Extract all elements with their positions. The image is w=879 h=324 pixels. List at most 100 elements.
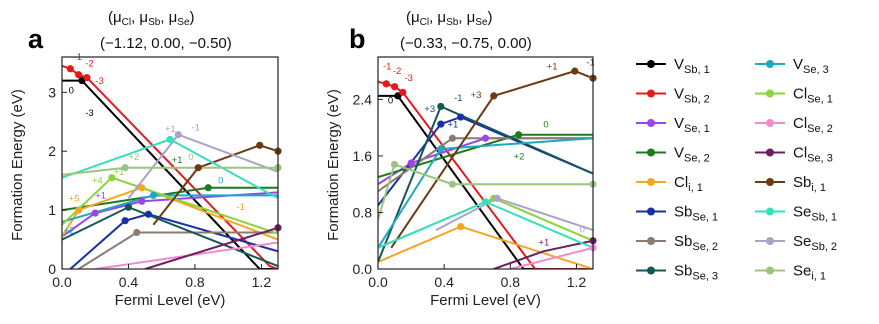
y-tick-label: 3 xyxy=(48,84,56,100)
transition-point-Se_Sb,1 xyxy=(481,198,490,206)
transition-point-Se_i,1 xyxy=(448,180,457,188)
charge-label: -3 xyxy=(85,108,93,119)
legend-label: ClSe, 3 xyxy=(793,145,833,165)
series-line-Cl_Se,3 xyxy=(144,226,278,269)
x-tick-label: 0.0 xyxy=(368,274,388,290)
legend-label: SeSb, 2 xyxy=(793,233,837,253)
transition-point-Sb_Se,1 xyxy=(457,113,465,121)
legend-item: SbSe, 2 xyxy=(636,233,718,253)
y-tick-label: 1.6 xyxy=(353,148,373,164)
series-line-Cl_Se,1 xyxy=(378,197,593,249)
transition-point-V_Se,1 xyxy=(407,159,415,167)
plot-panel-a: -1-2-30-3+5 +1+4+1+2+2+1 -100-1+10.0 0.4 0.8… xyxy=(9,52,282,309)
legend-marker xyxy=(647,178,655,186)
legend-item: Sbi, 1 xyxy=(755,174,826,194)
transition-point-Se_Sb,2 xyxy=(493,194,501,202)
charge-label: -1 xyxy=(586,57,594,68)
legend-marker xyxy=(647,237,655,245)
panel-a-header-labels: (μCl, μSb, μSe) xyxy=(108,9,195,28)
transition-point-Sb_Se,1 xyxy=(437,120,445,128)
y-axis-title: Formation Energy (eV) xyxy=(9,89,26,241)
legend-marker xyxy=(766,89,774,98)
charge-label: +5 xyxy=(69,193,80,204)
series-line-V_Sb,1 xyxy=(62,79,278,269)
charge-label: +2 xyxy=(128,152,139,163)
transition-point-Se_i,1 xyxy=(390,160,399,169)
panel-letter-b: b xyxy=(349,24,366,54)
transition-point-Sb_i,1 xyxy=(490,92,498,100)
legend-label: VSb, 2 xyxy=(674,86,710,106)
transition-point-Se_Sb,2 xyxy=(174,131,182,139)
transition-point-Sb_Se,3 xyxy=(124,203,133,211)
transition-point-Se_Sb,1 xyxy=(166,135,174,144)
charge-label: -2 xyxy=(393,66,401,77)
x-tick-label: 0.4 xyxy=(434,274,454,290)
legend-label: Sei, 1 xyxy=(793,263,826,283)
series-line-V_Se,1 xyxy=(62,191,278,238)
panel-a-header: (μCl, μSb, μSe) (−1.12, 0.00, −0.50) xyxy=(100,9,232,52)
legend-item: VSe, 2 xyxy=(636,145,710,165)
charge-label: +4 xyxy=(92,176,103,187)
y-tick-label: 0.8 xyxy=(353,204,373,220)
panel-letter-a: a xyxy=(28,24,44,54)
legend-marker xyxy=(647,119,655,127)
transition-point-V_Se,1 xyxy=(138,197,146,205)
transition-point-Sb_Se,1 xyxy=(121,217,129,225)
charge-label: 0 xyxy=(388,96,393,107)
x-tick-label: 1.2 xyxy=(567,274,587,290)
legend-item: VSe, 1 xyxy=(636,115,710,135)
transition-point-Cl_i,1 xyxy=(138,184,146,192)
legend-item: Cli, 1 xyxy=(636,174,703,194)
charge-label: 0 xyxy=(218,176,223,187)
legend-marker xyxy=(647,60,655,68)
panel-b-header: (μCl, μSb, μSe) (−0.33, −0.75, 0.00) xyxy=(400,9,532,52)
legend-label: VSe, 1 xyxy=(674,115,710,135)
charge-label: +2 xyxy=(64,226,75,237)
y-axis-title: Formation Energy (eV) xyxy=(325,89,342,241)
legend-label: SbSe, 3 xyxy=(674,263,718,283)
legend-label: SeSb, 1 xyxy=(793,204,837,224)
charge-label: 0 xyxy=(580,224,585,235)
transition-point-V_Sb,2 xyxy=(75,71,83,79)
charge-label: -1 xyxy=(383,62,391,73)
series-line-Sb_i,1 xyxy=(390,70,593,249)
transition-point-V_Se,1 xyxy=(481,134,490,142)
legend-label: VSe, 3 xyxy=(793,56,829,76)
transition-point-V_Se,2 xyxy=(204,184,212,192)
series-line-Cl_Se,3 xyxy=(493,239,593,269)
panel-a-header-values: (−1.12, 0.00, −0.50) xyxy=(100,35,232,52)
charge-label: +1 xyxy=(547,62,558,73)
legend-marker xyxy=(766,178,774,186)
legend-marker xyxy=(647,207,655,216)
x-axis-title: Fermi Level (eV) xyxy=(115,292,226,309)
legend-item: ClSe, 1 xyxy=(755,86,833,106)
charge-label: +3 xyxy=(424,104,435,115)
legend-item: Sei, 1 xyxy=(755,263,826,283)
charge-label: +1 xyxy=(95,190,106,201)
transition-point-Sb_Se,3 xyxy=(437,102,445,111)
transition-point-V_Se,3 xyxy=(437,145,445,153)
transition-point-V_Sb,1 xyxy=(394,92,402,100)
legend-item: SeSb, 1 xyxy=(755,204,837,224)
legend-marker xyxy=(647,89,655,98)
transition-point-V_Sb,2 xyxy=(66,65,74,73)
y-tick-label: 0.0 xyxy=(353,261,373,277)
legend-label: VSe, 2 xyxy=(674,145,710,165)
legend-label: ClSe, 1 xyxy=(793,86,833,106)
charge-label: 0 xyxy=(69,86,74,97)
series-line-V_Sb,1 xyxy=(378,94,593,269)
legend-label: Sbi, 1 xyxy=(793,174,826,194)
series-line-Se_i,1 xyxy=(378,163,593,220)
charge-label: +1 xyxy=(172,155,183,166)
legend-item: SeSb, 2 xyxy=(755,233,837,253)
transition-point-Cl_i,1 xyxy=(457,223,465,231)
transition-point-V_Sb,2 xyxy=(390,83,399,91)
legend-marker xyxy=(647,266,655,275)
legend-item: VSb, 2 xyxy=(636,86,710,106)
charge-label: -3 xyxy=(95,76,103,87)
plot-frame xyxy=(61,56,279,270)
transition-point-V_Sb,2 xyxy=(382,80,390,88)
x-tick-label: 0.8 xyxy=(185,274,205,290)
charge-label: +1 xyxy=(538,238,549,249)
